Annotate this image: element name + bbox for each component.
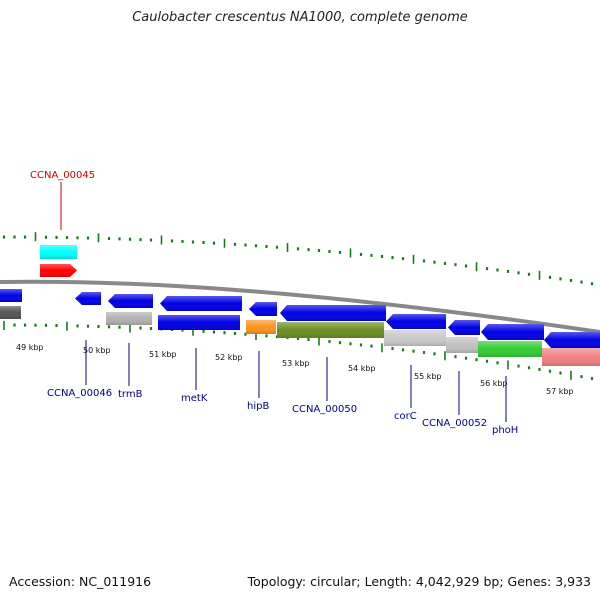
ruler-label: 56 kbp (480, 379, 508, 388)
feature-shading (249, 302, 277, 316)
ruler-label: 55 kbp (414, 372, 442, 381)
genome-summary: Topology: circular; Length: 4,042,929 bp… (247, 574, 591, 589)
ruler-label: 51 kbp (149, 350, 177, 359)
feature-shading (544, 332, 600, 348)
gene-label[interactable]: CCNA_00045 (30, 170, 95, 181)
feature-shading (246, 320, 276, 334)
gene-label[interactable]: CCNA_00050 (292, 404, 357, 415)
feature-shading (75, 292, 101, 305)
feature-shading (158, 315, 240, 330)
gene-label[interactable]: phoH (492, 425, 518, 436)
feature-shading (108, 294, 153, 308)
ruler-label: 57 kbp (546, 387, 574, 396)
map-title: Caulobacter crescentus NA1000, complete … (132, 10, 468, 25)
feature-shading (280, 305, 386, 321)
feature-shading (0, 306, 21, 319)
feature-shading (40, 245, 77, 259)
ruler-label: 52 kbp (215, 353, 243, 362)
accession-text: Accession: NC_011916 (9, 574, 152, 589)
feature-shading (481, 324, 544, 340)
feature-shading (542, 348, 600, 366)
gene-label[interactable]: corC (394, 411, 417, 422)
gene-label[interactable]: trmB (118, 389, 143, 400)
feature-shading (277, 322, 384, 338)
gene-label[interactable]: metK (181, 393, 208, 404)
ruler-label: 50 kbp (83, 346, 111, 355)
feature-shading (384, 330, 446, 346)
gene-label[interactable]: CCNA_00052 (422, 418, 487, 429)
feature-track (0, 245, 600, 366)
gene-callouts: CCNA_00045 CCNA_00046 trmB metK hipB CCNA_000… (30, 170, 518, 436)
ruler-label: 54 kbp (348, 364, 376, 373)
feature-shading (160, 296, 242, 311)
outer-tick-ring (2, 232, 594, 286)
feature-shading (40, 264, 77, 277)
ruler-label: 49 kbp (16, 343, 44, 352)
feature-shading (446, 337, 478, 353)
feature-shading (106, 312, 152, 325)
feature-shading (478, 341, 542, 357)
gene-label[interactable]: hipB (247, 401, 269, 412)
genome-backbone (0, 279, 600, 334)
feature-shading (448, 320, 480, 335)
ruler-labels: 49 kbp 50 kbp 51 kbp 52 kbp 53 kbp 54 kbp 55 k… (16, 343, 574, 396)
ruler-label: 53 kbp (282, 359, 310, 368)
gene-label[interactable]: CCNA_00046 (47, 388, 112, 399)
feature-shading (386, 314, 446, 329)
feature-shading (0, 289, 22, 302)
